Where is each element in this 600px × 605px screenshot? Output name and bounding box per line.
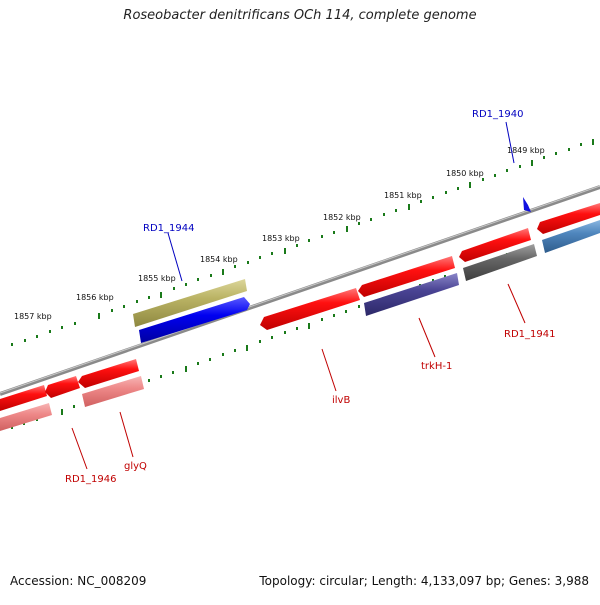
gene-rd1-1941[interactable]	[463, 244, 537, 281]
leader-line	[167, 232, 183, 282]
leader-line	[507, 283, 526, 324]
outer-scale-track	[11, 139, 594, 346]
gene-trkh-1[interactable]	[364, 273, 459, 316]
gene-red-mid[interactable]	[358, 256, 455, 297]
gene-red-right[interactable]	[537, 203, 600, 234]
gene-red-left-3[interactable]	[78, 359, 139, 388]
gene-red-upper[interactable]	[459, 228, 531, 262]
gene-label-glyq: glyQ	[124, 461, 147, 472]
gene-red-left-2[interactable]	[45, 376, 80, 398]
scale-label: 1853 kbp	[262, 234, 300, 243]
genome-title: Roseobacter denitrificans OCh 114, compl…	[123, 8, 477, 23]
genome-backbone	[0, 185, 600, 396]
scale-label: 1856 kbp	[76, 293, 114, 302]
gene-glyq[interactable]	[82, 376, 144, 407]
leader-line	[119, 411, 134, 458]
accession-text: Accession: NC_008209	[10, 574, 147, 588]
leader-line	[321, 348, 337, 392]
genome-backbone-highlight	[0, 185, 600, 394]
gene-label-rd1-1941: RD1_1941	[504, 329, 555, 340]
leader-line	[71, 427, 88, 470]
gene-rd1-1946[interactable]	[0, 403, 52, 431]
genome-info-text: Topology: circular; Length: 4,133,097 bp…	[259, 574, 589, 588]
gene-blue[interactable]	[139, 297, 250, 343]
gene-label-rd1-1940: RD1_1940	[472, 109, 523, 120]
gene-label-trkh-1: trkH-1	[421, 361, 452, 372]
scale-label: 1855 kbp	[138, 274, 176, 283]
gene-red-left-1[interactable]	[0, 385, 47, 411]
gene-steel[interactable]	[542, 220, 600, 253]
scale-label: 1851 kbp	[384, 191, 422, 200]
gene-label-ilvb: ilvB	[332, 395, 350, 406]
scale-label: 1850 kbp	[446, 169, 484, 178]
leader-line	[418, 317, 436, 358]
gene-label-rd1-1944: RD1_1944	[143, 223, 194, 234]
scale-label: 1849 kbp	[507, 146, 545, 155]
gene-rd1-1944[interactable]	[133, 279, 247, 327]
leader-line	[505, 121, 515, 164]
gene-label-rd1-1946: RD1_1946	[65, 474, 116, 485]
gene-rd1-1940-marker[interactable]	[523, 197, 531, 212]
scale-label: 1857 kbp	[14, 312, 52, 321]
scale-label: 1854 kbp	[200, 255, 238, 264]
scale-label: 1852 kbp	[323, 213, 361, 222]
gene-ilvb[interactable]	[260, 288, 360, 330]
